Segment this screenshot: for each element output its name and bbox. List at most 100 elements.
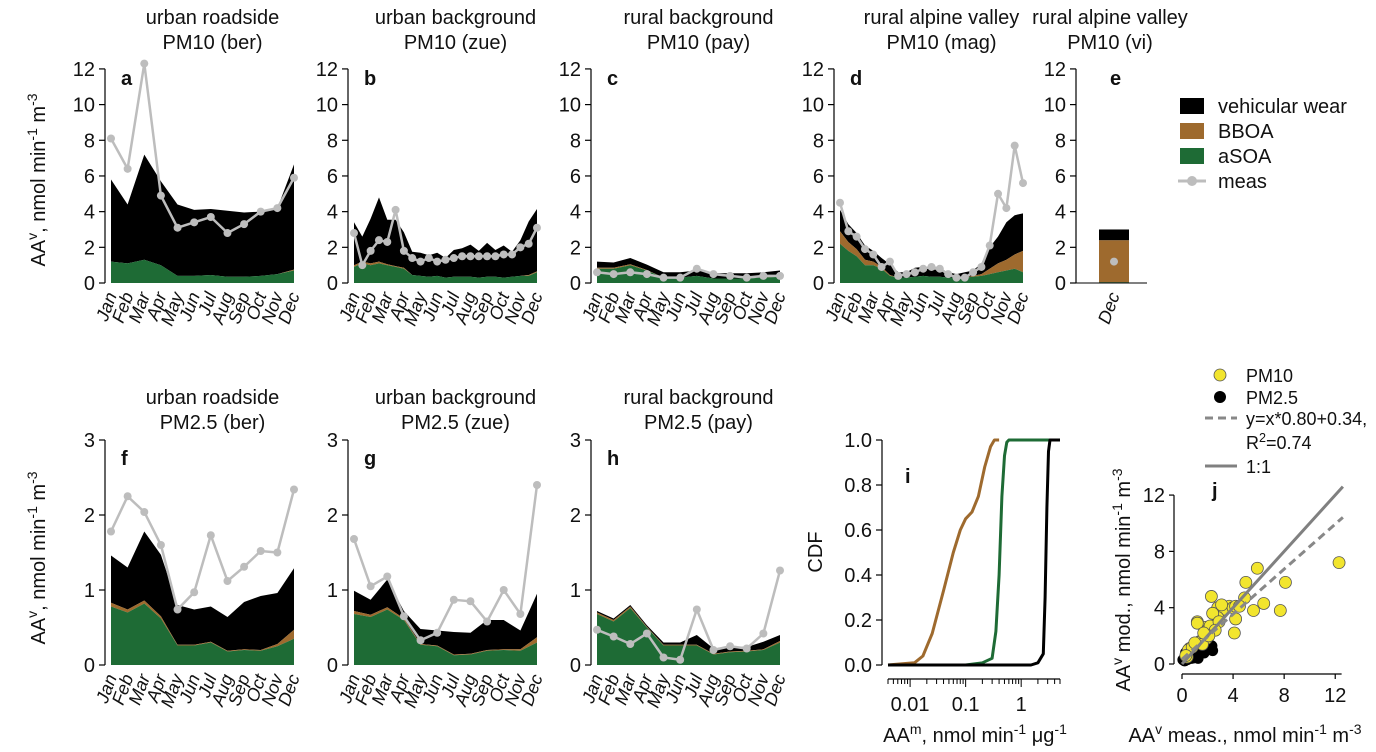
panel-subtitle: PM10 (mag) bbox=[886, 32, 996, 54]
meas-point bbox=[609, 270, 618, 279]
asoa-area bbox=[111, 603, 294, 665]
x-axis-label: AAm, nmol min-1 μg-1 bbox=[883, 721, 1067, 747]
pm25-point bbox=[1192, 652, 1204, 664]
meas-point bbox=[609, 632, 618, 641]
meas-point bbox=[659, 273, 668, 282]
y-tick-label: 0 bbox=[1055, 273, 1066, 295]
panel-a: 024681012JanFebMarAprMayJunJulAugSepOctN… bbox=[73, 7, 304, 328]
meas-point bbox=[692, 264, 701, 273]
panel-g: 0123JanFebMarAprMayJunJulAugSepOctNovDec… bbox=[327, 387, 547, 710]
meas-point bbox=[860, 245, 869, 254]
vehicular-wear-area bbox=[597, 258, 780, 279]
y-tick-label: 1 bbox=[570, 580, 581, 602]
meas-point bbox=[223, 577, 232, 585]
panel-subtitle: PM2.5 (pay) bbox=[644, 412, 753, 434]
y-tick-label: 0 bbox=[84, 655, 95, 677]
meas-point bbox=[374, 236, 383, 245]
meas-point bbox=[759, 271, 768, 280]
panel-letter: j bbox=[1211, 480, 1218, 502]
bboa-area bbox=[597, 606, 780, 655]
pm10-point bbox=[1227, 626, 1241, 640]
panel-title: urban roadside bbox=[146, 7, 279, 29]
y-tick-label: 0 bbox=[327, 655, 338, 677]
y-tick-label: 0.2 bbox=[844, 610, 872, 632]
y-tick-label: 8 bbox=[1055, 130, 1066, 152]
y-tick-label: 2 bbox=[1055, 237, 1066, 259]
one-to-one-line bbox=[1180, 485, 1345, 666]
meas-point bbox=[433, 257, 442, 266]
meas-point bbox=[642, 629, 651, 638]
y-tick-label: 3 bbox=[327, 430, 338, 452]
meas-point bbox=[466, 252, 475, 261]
y-tick-label: 1 bbox=[84, 580, 95, 602]
meas-point bbox=[902, 270, 911, 279]
meas-point bbox=[692, 605, 701, 614]
asoa-area bbox=[354, 609, 537, 665]
pm25-legend-marker bbox=[1214, 391, 1226, 403]
meas-point bbox=[107, 134, 115, 143]
panel-subtitle: PM2.5 (zue) bbox=[401, 412, 510, 434]
meas-point bbox=[1010, 141, 1019, 150]
panel-title: rural alpine valley bbox=[1032, 7, 1188, 29]
y-tick-label: 0 bbox=[570, 655, 581, 677]
meas-point bbox=[626, 640, 635, 648]
y-axis-label: CDF bbox=[805, 531, 827, 572]
y-tick-label: 4 bbox=[327, 202, 338, 224]
meas-point bbox=[223, 229, 232, 238]
meas-point bbox=[844, 227, 853, 236]
meas-point bbox=[483, 617, 492, 626]
meas-point bbox=[140, 508, 149, 516]
panel-subtitle: PM10 (vi) bbox=[1067, 32, 1153, 54]
fit-legend-label: y=x*0.80+0.34, bbox=[1246, 409, 1367, 429]
vehicular-wear-swatch bbox=[1180, 98, 1204, 114]
meas-point bbox=[910, 268, 919, 277]
pm10-legend-label: PM10 bbox=[1246, 366, 1293, 386]
vehicular-wear-area bbox=[354, 197, 537, 278]
y-tick-label: 0 bbox=[327, 273, 338, 295]
y-tick-label: 0 bbox=[813, 273, 824, 295]
meas-point bbox=[433, 628, 442, 637]
y-tick-label: 6 bbox=[327, 166, 338, 188]
meas-point bbox=[952, 273, 961, 282]
meas-point bbox=[742, 644, 751, 653]
pm10-point bbox=[1190, 616, 1204, 630]
one-to-one-legend-label: 1:1 bbox=[1246, 457, 1271, 477]
y-tick-label: 10 bbox=[73, 95, 95, 117]
meas-point bbox=[516, 243, 525, 252]
y-tick-label: 10 bbox=[1044, 95, 1066, 117]
meas-point bbox=[123, 492, 132, 501]
y-tick-label: 0 bbox=[1154, 654, 1165, 676]
pm10-point bbox=[1332, 556, 1346, 570]
panel-letter: d bbox=[850, 68, 862, 90]
y-tick-label: 2 bbox=[570, 505, 581, 527]
meas-point bbox=[441, 255, 450, 264]
meas-point bbox=[499, 586, 508, 594]
y-tick-label: 8 bbox=[327, 130, 338, 152]
asoa-area bbox=[597, 608, 780, 665]
meas-point bbox=[483, 252, 492, 261]
meas-point bbox=[466, 597, 475, 606]
panel-letter: e bbox=[1110, 68, 1121, 90]
meas-point bbox=[533, 223, 541, 232]
r2-legend-label: R2=0.74 bbox=[1246, 431, 1312, 453]
meas-point bbox=[1002, 204, 1011, 213]
meas-point bbox=[173, 605, 182, 614]
panel-letter: i bbox=[905, 466, 911, 488]
x-tick-label: 1 bbox=[1016, 694, 1027, 716]
meas-point bbox=[726, 642, 735, 651]
panel-letter: a bbox=[121, 68, 133, 90]
pm10-legend-marker bbox=[1213, 368, 1227, 382]
meas-point bbox=[499, 250, 508, 259]
y-tick-label: 1.0 bbox=[844, 430, 872, 452]
y-tick-label: 8 bbox=[570, 130, 581, 152]
meas-point bbox=[449, 595, 458, 604]
x-tick-label: 0.01 bbox=[891, 694, 930, 716]
x-tick-label: Dec bbox=[1094, 290, 1124, 327]
y-tick-label: 3 bbox=[84, 430, 95, 452]
meas-point bbox=[726, 271, 735, 280]
meas-point bbox=[709, 646, 718, 654]
pm25-legend-label: PM2.5 bbox=[1246, 388, 1298, 408]
y-tick-label: 8 bbox=[84, 130, 95, 152]
meas-point bbox=[759, 629, 768, 638]
bboa-area bbox=[354, 607, 537, 656]
